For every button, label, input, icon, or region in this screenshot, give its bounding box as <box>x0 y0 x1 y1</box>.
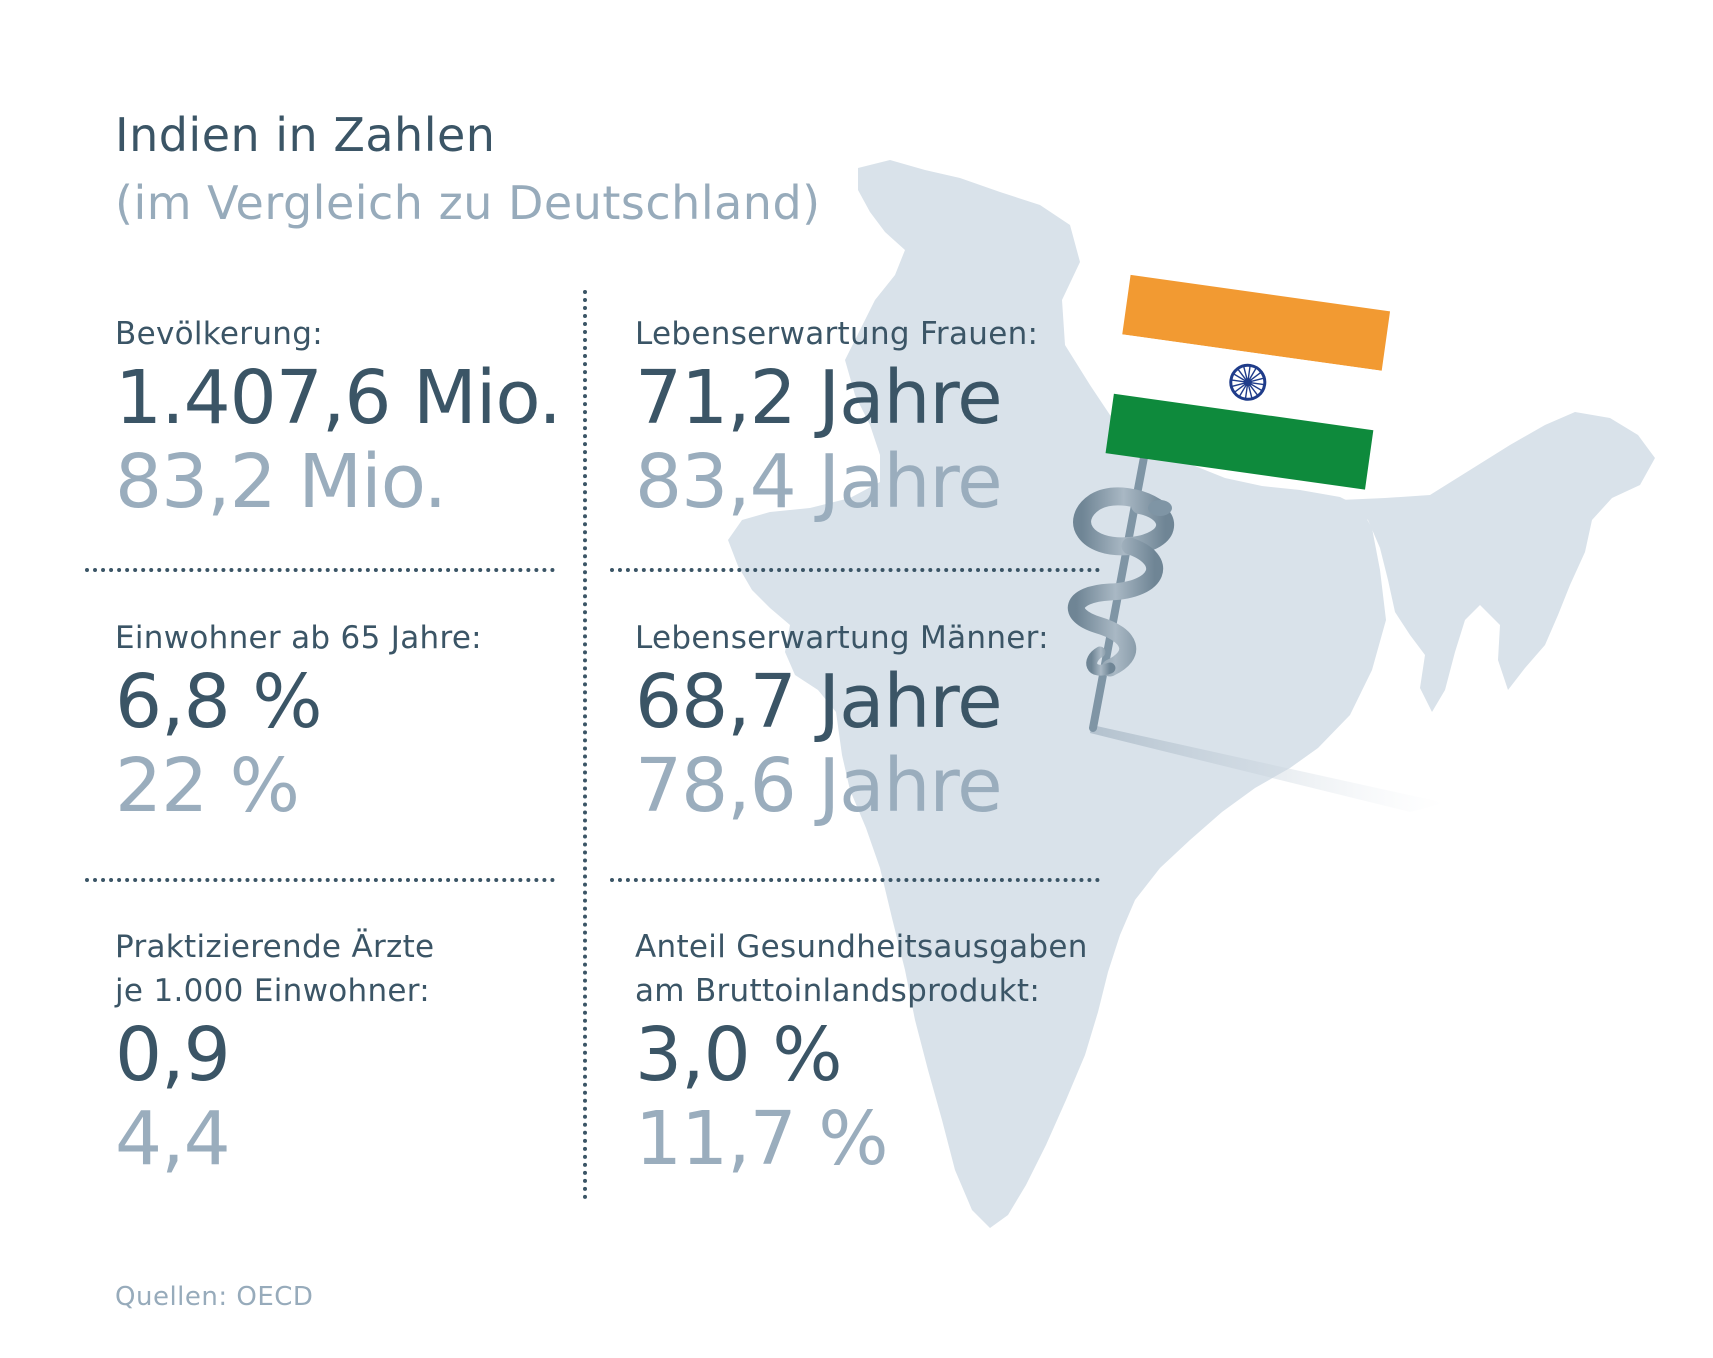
stat-label: Einwohner ab 65 Jahre: <box>115 620 482 656</box>
india-northeast-shape <box>1340 412 1655 712</box>
vertical-divider <box>583 290 587 1200</box>
stat-label: Praktizierende Ärzte je 1.000 Einwohner: <box>115 929 435 1009</box>
stat-life-expectancy-men: Lebenserwartung Männer: 68,7 Jahre 78,6 … <box>635 616 1049 828</box>
stat-population: Bevölkerung: 1.407,6 Mio. 83,2 Mio. <box>115 312 562 525</box>
page-title: Indien in Zahlen <box>115 108 496 162</box>
stat-label: Bevölkerung: <box>115 316 323 352</box>
horizontal-divider-right-1 <box>610 568 1100 572</box>
stat-value-india: 0,9 <box>115 1012 231 1098</box>
horizontal-divider-left-1 <box>85 568 555 572</box>
stat-practicing-doctors: Praktizierende Ärzte je 1.000 Einwohner:… <box>115 925 434 1181</box>
horizontal-divider-right-2 <box>610 878 1100 882</box>
stat-value-germany: 4,4 <box>115 1096 231 1182</box>
horizontal-divider-left-2 <box>85 878 555 882</box>
ashoka-chakra-icon <box>1229 363 1267 401</box>
stat-health-expenditure: Anteil Gesundheitsausgaben am Bruttoinla… <box>635 925 1088 1181</box>
page-subtitle: (im Vergleich zu Deutschland) <box>115 176 821 230</box>
stat-value-germany: 83,4 Jahre <box>635 439 1003 525</box>
flag-shadow <box>1090 725 1445 812</box>
india-flag-icon <box>1105 274 1391 490</box>
stat-value-germany: 22 % <box>115 743 300 829</box>
stat-label: Lebenserwartung Männer: <box>635 620 1049 656</box>
india-mainland-shape <box>728 160 1386 1228</box>
source-note: Quellen: OECD <box>115 1282 314 1312</box>
stat-residents-over-65: Einwohner ab 65 Jahre: 6,8 % 22 % <box>115 616 482 828</box>
stat-life-expectancy-women: Lebenserwartung Frauen: 71,2 Jahre 83,4 … <box>635 312 1038 524</box>
stat-value-india: 1.407,6 Mio. <box>115 355 562 441</box>
stat-value-india: 3,0 % <box>635 1012 843 1098</box>
stat-value-india: 68,7 Jahre <box>635 659 1003 745</box>
rod-of-asclepius-icon <box>1067 487 1175 677</box>
stat-value-india: 71,2 Jahre <box>635 355 1003 441</box>
stat-value-india: 6,8 % <box>115 659 323 745</box>
stat-value-germany: 11,7 % <box>635 1096 889 1182</box>
stat-value-germany: 78,6 Jahre <box>635 743 1003 829</box>
stat-value-germany: 83,2 Mio. <box>115 439 447 525</box>
stat-label: Anteil Gesundheitsausgaben am Bruttoinla… <box>635 929 1088 1009</box>
stat-label: Lebenserwartung Frauen: <box>635 316 1039 352</box>
